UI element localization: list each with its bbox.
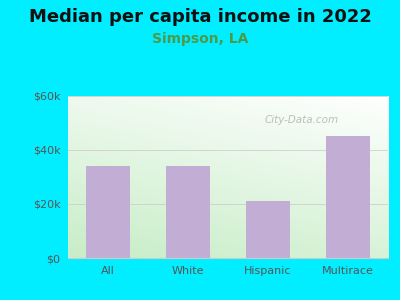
Text: Simpson, LA: Simpson, LA bbox=[152, 32, 248, 46]
Bar bbox=[246, 201, 290, 258]
Bar bbox=[326, 136, 370, 258]
Bar bbox=[166, 166, 210, 258]
Text: Median per capita income in 2022: Median per capita income in 2022 bbox=[28, 8, 372, 26]
Bar bbox=[86, 166, 130, 258]
Text: City-Data.com: City-Data.com bbox=[264, 115, 339, 125]
